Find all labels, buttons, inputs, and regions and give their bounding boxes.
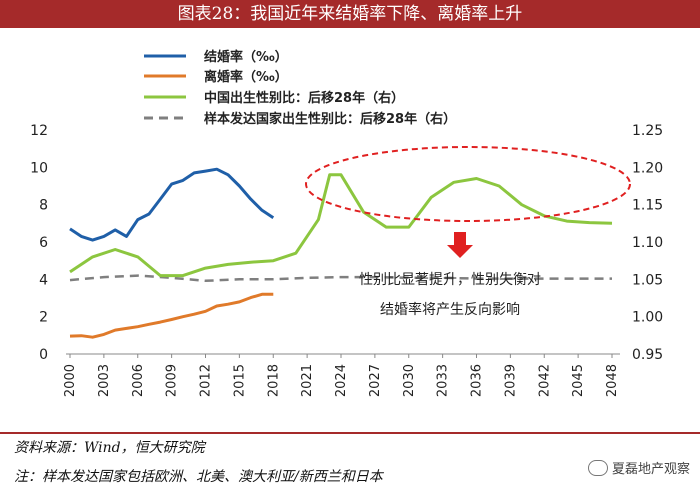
annotation-line-2: 结婚率将产生反向影响 [380,301,520,318]
x-tick-label: 2030 [402,364,417,397]
y-right-tick-label: 0.95 [632,347,663,363]
figure-title: 图表28：我国近年来结婚率下降、离婚率上升 [0,0,700,28]
footer-separator [0,432,700,434]
x-tick-label: 2045 [571,364,586,397]
y-left-tick-label: 0 [39,347,48,363]
x-tick-label: 2021 [300,364,315,397]
sample-note: 注：样本发达国家包括欧洲、北美、澳大利亚/新西兰和日本 [14,469,383,485]
y-left-tick-label: 10 [30,160,48,176]
x-tick-label: 2006 [131,364,146,397]
x-tick-label: 2000 [63,364,78,397]
x-tick-label: 2012 [199,364,214,397]
y-left-tick-label: 6 [39,235,48,251]
series-line-marriage [69,167,275,242]
x-tick-label: 2015 [232,364,247,397]
y-right-tick-label: 1.00 [632,310,663,326]
x-tick-label: 2039 [503,364,518,397]
annotation-line-1: 性别比显著提升，性别失衡对 [359,272,541,288]
series-lines [69,167,613,339]
chart-svg: 结婚率（‰） 离婚率（‰） 中国出生性别比：后移28年（右） 样本发达国家出生性… [30,49,663,397]
watermark: 夏磊地产观察 [587,458,690,477]
y-right-tick-label: 1.05 [632,272,663,288]
y-right-tick-label: 1.10 [632,235,663,251]
legend-label-china: 中国出生性别比：后移28年（右） [204,90,404,106]
x-tick-label: 2003 [97,364,112,397]
down-arrow-icon [447,232,473,258]
y-right-tick-label: 1.15 [632,198,663,214]
x-tick-label: 2033 [436,364,451,397]
y-left-tick-labels: 0 2 4 6 8 10 12 [30,123,48,363]
x-tick-label: 2024 [334,364,349,397]
x-tick-labels: 2000 2003 2006 2009 2012 2015 2018 2021 2024 2027… [63,354,620,397]
y-right-tick-label: 1.20 [632,160,663,176]
legend-label-marriage: 结婚率（‰） [204,49,288,65]
y-left-tick-label: 8 [39,198,48,214]
legend: 结婚率（‰） 离婚率（‰） 中国出生性别比：后移28年（右） 样本发达国家出生性… [144,49,456,127]
y-left-tick-label: 4 [39,272,48,288]
x-tick-label: 2027 [368,364,383,397]
x-tick-label: 2042 [537,364,552,397]
series-line-divorce [69,292,274,339]
legend-label-divorce: 离婚率（‰） [204,69,288,85]
y-left-tick-label: 12 [30,123,48,139]
x-tick-label: 2018 [266,364,281,397]
watermark-text: 夏磊地产观察 [611,462,690,477]
y-right-tick-labels: 0.95 1.00 1.05 1.10 1.15 1.20 1.25 [632,123,663,363]
legend-label-developed: 样本发达国家出生性别比：后移28年（右） [204,111,456,127]
y-right-tick-label: 1.25 [632,123,663,139]
x-tick-label: 2036 [470,364,485,397]
wechat-icon [587,459,608,476]
x-tick-label: 2009 [165,364,180,397]
source-note: 资料来源：Wind，恒大研究院 [14,440,205,456]
series-line-china [69,173,613,278]
y-left-tick-label: 2 [39,310,48,326]
highlight-ellipse [305,146,631,222]
x-tick-label: 2048 [605,364,620,397]
